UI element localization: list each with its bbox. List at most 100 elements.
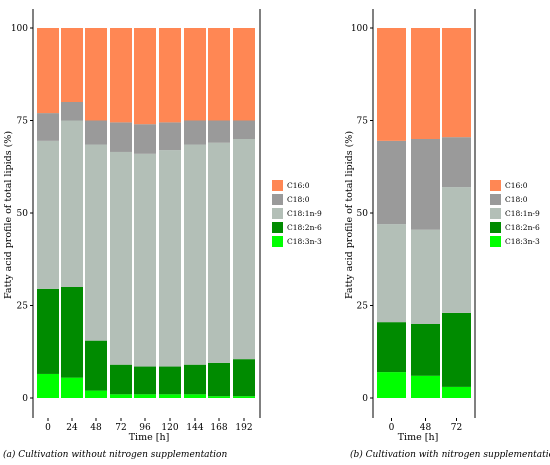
chart-b-legend-label-c18-1n-9: C18:1n-9 (505, 209, 540, 218)
chart-a: Fatty acid profile of total lipids (%) T… (3, 9, 322, 443)
chart-b-legend-swatch-c16-0 (490, 180, 501, 191)
chart-b-bar-c18-0-72 (442, 137, 471, 188)
chart-b-y-tick-label-100: 100 (351, 24, 368, 34)
chart-b-bar-c16-0-0 (377, 28, 406, 141)
chart-a-bar-c18-2n-6-144 (184, 364, 206, 395)
chart-a-bar-c18-3n-3-192 (233, 396, 255, 398)
chart-a-y-tick-label-75: 75 (17, 117, 29, 127)
chart-a-bar-c18-3n-3-144 (184, 394, 206, 398)
chart-a-bar-c16-0-192 (233, 28, 255, 121)
chart-a-bar-c18-2n-6-0 (37, 288, 59, 374)
chart-b-x-tick-label-0: 0 (389, 423, 395, 433)
chart-b-y-tick-label-0: 0 (362, 394, 368, 404)
chart-b-legend-swatch-c18-1n-9 (490, 208, 501, 219)
chart-a-legend-label-c16-0: C16:0 (287, 181, 310, 190)
caption-b: (b) Cultivation with nitrogen supplement… (350, 449, 550, 460)
chart-a-y-tick-label-25: 25 (17, 302, 29, 312)
chart-a-legend-label-c18-2n-6: C18:2n-6 (287, 223, 322, 232)
chart-a-bar-c18-0-96 (134, 124, 156, 154)
chart-a-bar-c18-0-120 (159, 122, 181, 151)
chart-a-legend-swatch-c18-2n-6 (272, 222, 283, 233)
chart-b-x-tick-label-48: 48 (420, 423, 432, 433)
chart-a-bar-c18-1n-9-72 (110, 151, 132, 365)
chart-b-legend-label-c16-0: C16:0 (505, 181, 528, 190)
chart-a-bar-c18-0-24 (61, 102, 83, 121)
chart-b-bar-c18-3n-3-0 (377, 372, 406, 398)
chart-a-bar-c18-3n-3-48 (85, 390, 107, 398)
chart-b-y-tick-label-75: 75 (357, 117, 369, 127)
chart-a-bar-c18-3n-3-72 (110, 394, 132, 398)
chart-a-bar-c18-2n-6-96 (134, 366, 156, 395)
chart-b-bar-c18-0-0 (377, 140, 406, 225)
chart-a-bar-c16-0-0 (37, 28, 59, 114)
chart-b-bar-c18-3n-3-48 (411, 375, 440, 398)
chart-b: Fatty acid profile of total lipids (%) T… (344, 9, 540, 443)
chart-a-x-axis-label: Time [h] (129, 432, 170, 443)
chart-a-bar-c18-2n-6-120 (159, 366, 181, 395)
chart-a-bar-c18-1n-9-192 (233, 139, 255, 360)
chart-b-legend-label-c18-3n-3: C18:3n-3 (505, 237, 540, 246)
chart-b-y-axis-label: Fatty acid profile of total lipids (%) (344, 131, 355, 299)
chart-a-bar-c18-2n-6-192 (233, 359, 255, 397)
chart-a-bar-c18-1n-9-144 (184, 144, 206, 365)
chart-a-bar-c16-0-72 (110, 28, 132, 123)
chart-b-x-tick-label-72: 72 (451, 423, 462, 433)
chart-a-bar-c18-3n-3-0 (37, 373, 59, 398)
chart-a-x-tick-label-48: 48 (90, 423, 102, 433)
chart-b-x-axis-label: Time [h] (398, 432, 439, 443)
chart-a-legend-swatch-c16-0 (272, 180, 283, 191)
chart-a-x-tick-label-96: 96 (139, 423, 151, 433)
chart-a-x-tick-label-168: 168 (210, 423, 227, 433)
chart-a-bar-c18-3n-3-96 (134, 394, 156, 398)
chart-a-bar-c18-0-168 (208, 120, 230, 143)
chart-a-legend-label-c18-1n-9: C18:1n-9 (287, 209, 322, 218)
chart-a-bar-c16-0-168 (208, 28, 230, 121)
chart-a-bar-c18-1n-9-120 (159, 150, 181, 367)
chart-b-legend-swatch-c18-2n-6 (490, 222, 501, 233)
chart-a-bar-c18-1n-9-168 (208, 142, 230, 363)
chart-a-x-tick-label-192: 192 (235, 423, 252, 433)
chart-b-bar-c16-0-72 (442, 28, 471, 138)
chart-a-bar-c18-0-72 (110, 122, 132, 152)
chart-a-bar-c18-0-144 (184, 120, 206, 145)
chart-a-legend-label-c18-0: C18:0 (287, 195, 310, 204)
chart-a-legend-label-c18-3n-3: C18:3n-3 (287, 237, 322, 246)
chart-a-legend-swatch-c18-1n-9 (272, 208, 283, 219)
chart-a-bar-c18-2n-6-24 (61, 287, 83, 378)
chart-a-bar-c18-1n-9-24 (61, 120, 83, 287)
chart-b-bar-c18-1n-9-48 (411, 229, 440, 324)
chart-a-bar-c18-3n-3-24 (61, 377, 83, 398)
chart-a-bar-c18-0-48 (85, 120, 107, 145)
chart-b-bar-c18-2n-6-72 (442, 312, 471, 387)
chart-a-bar-c18-2n-6-72 (110, 364, 132, 395)
chart-a-legend-swatch-c18-0 (272, 194, 283, 205)
chart-a-legend-swatch-c18-3n-3 (272, 236, 283, 247)
chart-a-bar-c18-3n-3-120 (159, 394, 181, 398)
chart-b-y-tick-label-50: 50 (357, 209, 369, 219)
chart-b-legend-swatch-c18-0 (490, 194, 501, 205)
chart-b-bar-c18-0-48 (411, 139, 440, 230)
chart-b-legend-swatch-c18-3n-3 (490, 236, 501, 247)
chart-b-bar-c16-0-48 (411, 28, 440, 139)
chart-b-bar-c18-1n-9-72 (442, 187, 471, 313)
chart-a-bar-c18-2n-6-48 (85, 340, 107, 391)
chart-a-bar-c18-0-0 (37, 113, 59, 141)
chart-a-y-tick-label-0: 0 (22, 394, 28, 404)
chart-b-bar-c18-3n-3-72 (442, 386, 471, 398)
chart-b-bar-c18-2n-6-48 (411, 324, 440, 376)
chart-a-x-tick-label-72: 72 (115, 423, 126, 433)
chart-a-bar-c18-1n-9-48 (85, 144, 107, 341)
chart-b-legend-label-c18-0: C18:0 (505, 195, 528, 204)
chart-a-bar-c16-0-96 (134, 28, 156, 125)
chart-a-bar-c18-3n-3-168 (208, 396, 230, 398)
chart-a-bar-c16-0-24 (61, 28, 83, 102)
chart-a-y-axis-label: Fatty acid profile of total lipids (%) (3, 131, 14, 299)
chart-a-bar-c18-0-192 (233, 120, 255, 139)
caption-a: (a) Cultivation without nitrogen supplem… (3, 449, 227, 460)
chart-a-bar-c18-1n-9-96 (134, 153, 156, 367)
chart-b-legend-label-c18-2n-6: C18:2n-6 (505, 223, 540, 232)
chart-a-bar-c18-2n-6-168 (208, 362, 230, 397)
chart-a-bar-c16-0-120 (159, 28, 181, 123)
chart-a-bar-c16-0-144 (184, 28, 206, 121)
chart-a-y-tick-label-100: 100 (11, 24, 28, 34)
